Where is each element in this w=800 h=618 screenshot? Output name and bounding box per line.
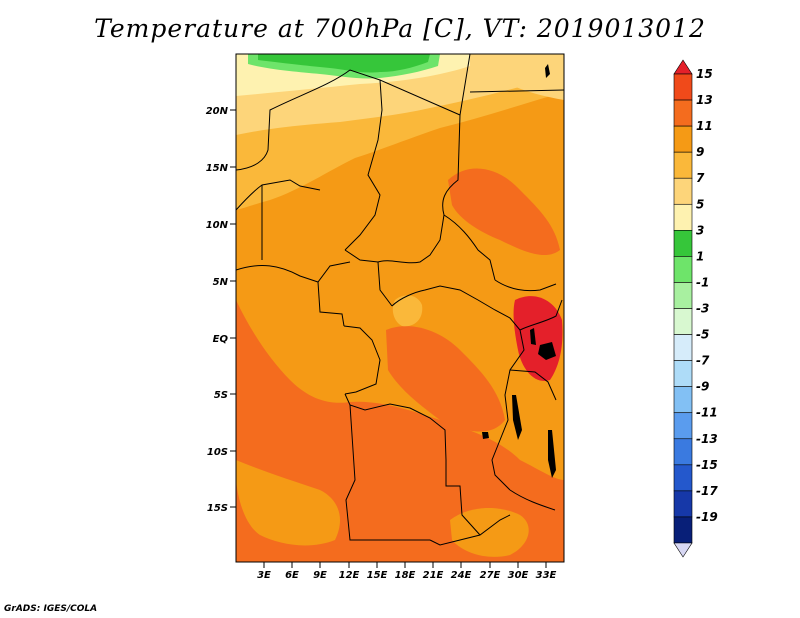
lon-tick-label: 30E (508, 570, 529, 581)
colorbar-swatch (673, 308, 693, 335)
lake-albert (530, 328, 536, 345)
colorbar-swatch (673, 177, 693, 205)
colorbar: 15 13 11 9 7 5 3 1 -1 -3 -5 -7 -9 -11 -13 -15 -17 -19 (673, 59, 718, 558)
lake-malawi (548, 430, 556, 478)
field-congo-light-patch (392, 295, 423, 327)
lon-tick-label: 12E (339, 570, 360, 581)
colorbar-top-arrow (673, 59, 693, 75)
lat-tick-label: 10N (206, 220, 229, 231)
colorbar-swatch (673, 151, 693, 179)
border-segment (236, 69, 383, 251)
colorbar-bottom-arrow (673, 542, 693, 558)
field-congo-dark-orange (386, 326, 505, 432)
border-segment (429, 514, 511, 546)
field-southwest-orange-pocket (236, 460, 340, 546)
lake-mweru (482, 432, 489, 439)
border-segment (236, 179, 321, 211)
lat-tick-label: 15S (207, 503, 228, 514)
lon-tick-label: 24E (451, 570, 472, 581)
border-segment (343, 325, 381, 395)
colorbar-label: 11 (696, 119, 713, 133)
colorbar-swatch (673, 490, 693, 518)
border-segment (345, 404, 430, 541)
field-east-light-yellow (470, 54, 564, 100)
colorbar-label: 9 (696, 145, 704, 159)
colorbar-swatch (673, 412, 693, 440)
latitude-axis: 20N 15N 10N 5N EQ 5S 10S 15S (206, 106, 236, 514)
colorbar-label: -11 (696, 406, 718, 420)
border-segment (509, 489, 556, 511)
border-segment (391, 285, 525, 491)
lon-tick-label: 6E (285, 570, 299, 581)
lat-tick-label: EQ (213, 334, 229, 345)
border-segment (494, 279, 557, 292)
lon-tick-label: 9E (313, 570, 327, 581)
border-segment (469, 89, 564, 93)
lake-turkana (545, 64, 550, 78)
field-north-green-dark (258, 54, 430, 73)
lat-tick-label: 10S (207, 447, 228, 458)
lake-victoria (538, 342, 556, 360)
colorbar-label: 7 (696, 171, 705, 185)
colorbar-swatch (673, 334, 693, 361)
border-segment (344, 393, 447, 461)
colorbar-label: 5 (696, 197, 704, 211)
colorbar-label: -5 (696, 328, 709, 342)
colorbar-swatch (673, 464, 693, 492)
colorbar-label: -7 (696, 354, 710, 368)
longitude-axis: 3E 6E 9E 12E 15E 18E 21E 24E 27E 30E 33E (257, 562, 557, 581)
grads-credit: GrADS: IGES/COLA (4, 604, 98, 614)
colorbar-swatch (673, 438, 693, 466)
country-borders (236, 54, 564, 546)
temperature-map-field (236, 54, 564, 562)
lon-tick-label: 3E (257, 570, 271, 581)
colorbar-swatch (673, 73, 693, 101)
border-segment (236, 261, 351, 283)
border-segment (445, 460, 481, 536)
lon-tick-label: 21E (423, 570, 444, 581)
border-segment (317, 281, 345, 327)
colorbar-swatch (673, 516, 693, 544)
border-segment (509, 369, 557, 401)
field-lakes-red-region (513, 296, 563, 381)
colorbar-swatch (673, 230, 693, 257)
colorbar-label: -1 (696, 275, 709, 289)
colorbar-label: 3 (696, 223, 704, 237)
lat-tick-label: 5N (213, 277, 229, 288)
border-segment (443, 214, 496, 281)
lake-tanganyika (512, 395, 522, 440)
colorbar-swatch (673, 125, 693, 153)
colorbar-label: -13 (696, 432, 718, 446)
lat-tick-label: 20N (206, 106, 229, 117)
field-southeast-orange-pocket (450, 508, 529, 557)
lat-tick-label: 5S (214, 390, 228, 401)
colorbar-label: -9 (696, 380, 709, 394)
colorbar-label: 15 (696, 67, 713, 81)
colorbar-swatch (673, 203, 693, 231)
lon-tick-label: 15E (367, 570, 388, 581)
border-segment (377, 261, 393, 307)
colorbar-label: -17 (696, 484, 718, 498)
field-east-dark-orange-blob (448, 168, 560, 256)
colorbar-label: -3 (696, 302, 709, 316)
colorbar-swatch (673, 256, 693, 283)
colorbar-label: 1 (696, 249, 704, 263)
lon-tick-label: 33E (536, 570, 557, 581)
border-segment (519, 299, 563, 331)
lat-tick-label: 15N (206, 163, 229, 174)
border-segment (344, 114, 461, 264)
colorbar-label: 13 (696, 93, 713, 107)
colorbar-swatch (673, 282, 693, 309)
colorbar-swatch (673, 386, 693, 414)
map-frame (235, 53, 565, 563)
lon-tick-label: 18E (395, 570, 416, 581)
colorbar-label: -15 (696, 458, 718, 472)
lon-tick-label: 27E (480, 570, 501, 581)
colorbar-swatch (673, 99, 693, 127)
chart-title: Temperature at 700hPa [C], VT: 201901301… (94, 14, 706, 43)
colorbar-swatch (673, 360, 693, 387)
colorbar-label: -19 (696, 510, 718, 524)
